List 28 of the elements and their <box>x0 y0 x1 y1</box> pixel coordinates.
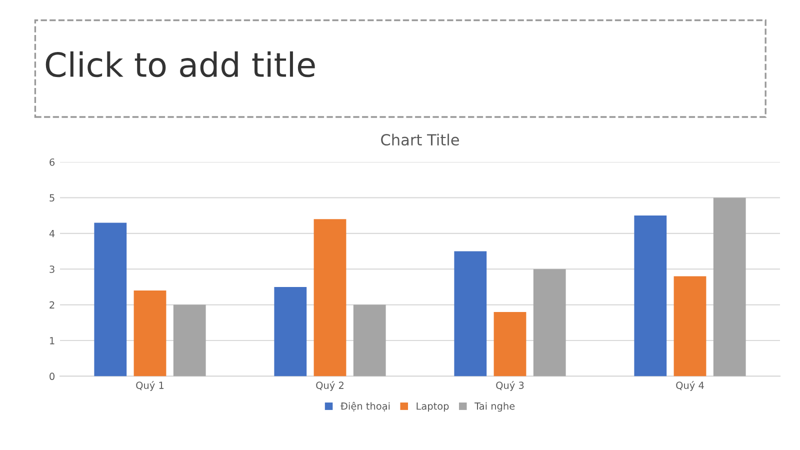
y-tick-label: 0 <box>50 372 54 380</box>
chart-title: Chart Title <box>381 134 459 146</box>
bar <box>674 276 706 376</box>
legend-label: Tai nghe <box>474 402 515 412</box>
x-tick-label: Quý 1 <box>136 381 164 391</box>
legend-label: Laptop <box>416 402 449 412</box>
bar <box>634 216 667 376</box>
bar <box>533 269 566 376</box>
bar <box>94 222 127 376</box>
y-tick-label: 4 <box>49 230 55 238</box>
y-tick-label: 5 <box>50 194 54 202</box>
x-tick-label: Quý 2 <box>316 381 344 391</box>
y-tick-label: 1 <box>50 337 54 344</box>
bar <box>274 286 307 376</box>
bar <box>353 304 386 376</box>
x-tick-label: Quý 3 <box>496 381 524 391</box>
bar <box>314 219 346 376</box>
x-tick-label: Quý 4 <box>676 381 704 391</box>
y-tick-label: 6 <box>50 158 55 166</box>
legend-label: Điện thoại <box>340 402 390 412</box>
bar <box>494 312 526 376</box>
bar <box>713 198 746 376</box>
y-tick-label: 2 <box>50 301 54 308</box>
bar <box>134 290 166 376</box>
y-tick-label: 3 <box>50 266 54 273</box>
text: Click to add title <box>46 51 315 78</box>
bar <box>454 251 487 376</box>
bar <box>173 304 206 376</box>
